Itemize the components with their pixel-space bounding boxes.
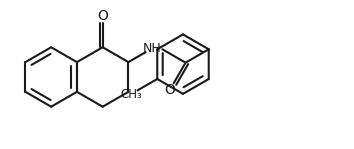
- Text: O: O: [97, 9, 108, 23]
- Text: NH: NH: [143, 42, 161, 55]
- Text: CH₃: CH₃: [120, 88, 142, 101]
- Text: O: O: [164, 83, 175, 97]
